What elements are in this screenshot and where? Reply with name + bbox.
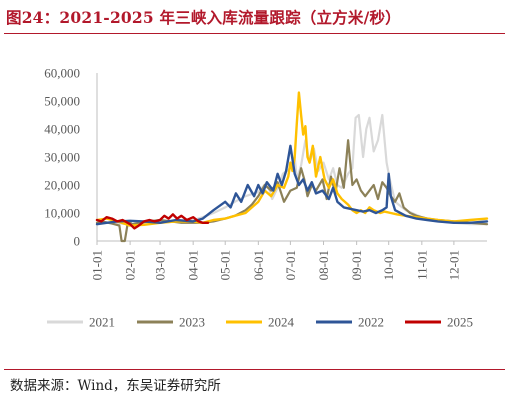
x-tick-label: 06-01 [251, 250, 266, 280]
series-lines [95, 91, 489, 243]
x-tick-label: 01-01 [90, 250, 105, 280]
x-tick-label: 02-01 [123, 250, 138, 280]
x-tick-label: 10-01 [381, 250, 396, 280]
series-line-2024 [95, 91, 489, 227]
x-tick-label: 05-01 [218, 250, 233, 280]
data-source-note: 数据来源：Wind，东吴证券研究所 [10, 378, 221, 394]
x-axis: 01-01 02-01 03-01 04-01 05-01 06-01 07-01 08-01… [90, 240, 487, 280]
legend-label-2025: 2025 [447, 315, 473, 330]
y-tick-label: 50,000 [44, 94, 80, 109]
y-tick-label: 0 [74, 234, 81, 249]
y-tick-label: 40,000 [44, 122, 80, 137]
x-tick-label: 03-01 [153, 250, 168, 280]
legend-label-2021: 2021 [89, 315, 115, 330]
series-line-2022 [95, 144, 489, 226]
legend-label-2022: 2022 [358, 315, 384, 330]
x-tick-label: 07-01 [283, 250, 298, 280]
y-tick-label: 60,000 [44, 66, 80, 81]
legend-label-2024: 2024 [268, 315, 295, 330]
series-line-2025 [95, 213, 210, 230]
legend-label-2023: 2023 [179, 315, 205, 330]
title-rule [4, 33, 505, 34]
y-tick-label: 20,000 [44, 178, 80, 193]
x-tick-label: 11-01 [414, 250, 429, 280]
x-tick-label: 12-01 [446, 250, 461, 280]
x-tick-label: 08-01 [316, 250, 331, 280]
x-tick-label: 04-01 [186, 250, 201, 280]
y-axis: 0 10,000 20,000 30,000 40,000 50,000 60,000 [44, 66, 98, 249]
x-tick-label: 09-01 [349, 250, 364, 280]
y-tick-label: 30,000 [44, 150, 80, 165]
legend: 2021 2023 2024 2022 2025 [47, 315, 473, 330]
chart-title: 图24：2021-2025 年三峡入库流量跟踪（立方米/秒） [6, 8, 401, 27]
y-tick-label: 10,000 [44, 206, 80, 221]
source-rule [4, 369, 505, 370]
